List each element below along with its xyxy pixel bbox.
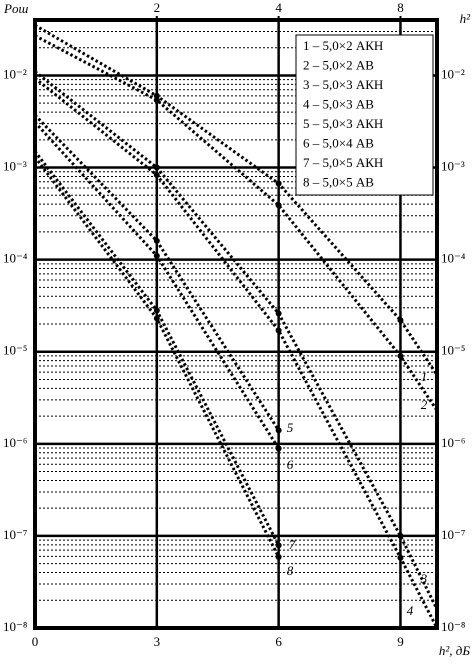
y-tick-label: 10⁻⁸ <box>441 619 466 634</box>
curve-label: 3 <box>420 571 428 586</box>
y-tick-label: 10⁻³ <box>3 159 27 174</box>
legend-box <box>295 34 434 196</box>
point <box>275 202 282 209</box>
point <box>275 427 282 434</box>
point <box>275 327 282 334</box>
x2-tick-label: 2 <box>154 0 161 15</box>
point <box>397 532 404 539</box>
legend-entry: 4 – 5,0×3 АВ <box>303 96 374 111</box>
x-tick-label: 3 <box>154 634 161 649</box>
y-tick-label: 10⁻⁸ <box>3 619 28 634</box>
point <box>153 307 160 314</box>
point <box>275 310 282 317</box>
point <box>397 352 404 359</box>
y-tick-label: 10⁻⁷ <box>3 527 27 542</box>
y-tick-label: 10⁻² <box>3 66 27 81</box>
x-tick-label: 9 <box>397 634 404 649</box>
point <box>153 171 160 178</box>
curve-label: 5 <box>287 420 294 435</box>
legend-entry: 2 – 5,0×2 АВ <box>303 57 374 72</box>
x-tick-label: 0 <box>32 634 39 649</box>
y-tick-label: 10⁻⁴ <box>441 251 466 266</box>
legend-entry: 5 – 5,0×3 АКН <box>303 116 383 131</box>
curve-label: 4 <box>407 603 414 618</box>
curve-label: 7 <box>289 537 296 552</box>
y-tick-label: 10⁻⁷ <box>441 527 465 542</box>
curve-label: 6 <box>287 457 294 472</box>
point <box>153 252 160 259</box>
series-line <box>35 34 437 412</box>
point <box>153 315 160 322</box>
x-tick-label: 6 <box>275 634 282 649</box>
x2-tick-label: 8 <box>397 0 404 15</box>
y-tick-label: 10⁻⁶ <box>3 435 27 450</box>
point <box>153 237 160 244</box>
point <box>153 97 160 104</box>
point <box>397 554 404 561</box>
series-line <box>35 114 280 432</box>
y-tick-label: 10⁻⁶ <box>441 435 465 450</box>
legend-entry: 3 – 5,0×3 АКН <box>303 77 383 92</box>
curve-label: 1 <box>421 369 428 384</box>
point <box>397 317 404 324</box>
legend-entry: 8 – 5,0×5 АВ <box>303 174 374 189</box>
y-tick-label: 10⁻³ <box>441 159 465 174</box>
x2-tick-label: 4 <box>275 0 282 15</box>
point <box>153 164 160 171</box>
x2-axis-label: h² <box>460 11 472 26</box>
point <box>153 92 160 99</box>
y-tick-label: 10⁻⁵ <box>441 343 465 358</box>
y-tick-label: 10⁻⁵ <box>3 343 27 358</box>
y-tick-label: 10⁻⁴ <box>3 251 28 266</box>
y-tick-label: 10⁻² <box>441 66 465 81</box>
series-line <box>35 77 437 628</box>
x-axis-label: h², дБ <box>439 643 470 658</box>
curve-label: 8 <box>287 563 294 578</box>
point <box>275 180 282 187</box>
legend-entry: 1 – 5,0×2 АКН <box>303 38 383 53</box>
y-axis-label: Pош <box>3 1 28 16</box>
plot-frame <box>33 18 439 630</box>
point <box>275 445 282 452</box>
legend-entry: 7 – 5,0×5 АКН <box>303 155 383 170</box>
legend-entry: 6 – 5,0×4 АВ <box>303 135 374 150</box>
point <box>275 554 282 561</box>
point <box>275 542 282 549</box>
curve-label: 2 <box>421 397 428 412</box>
